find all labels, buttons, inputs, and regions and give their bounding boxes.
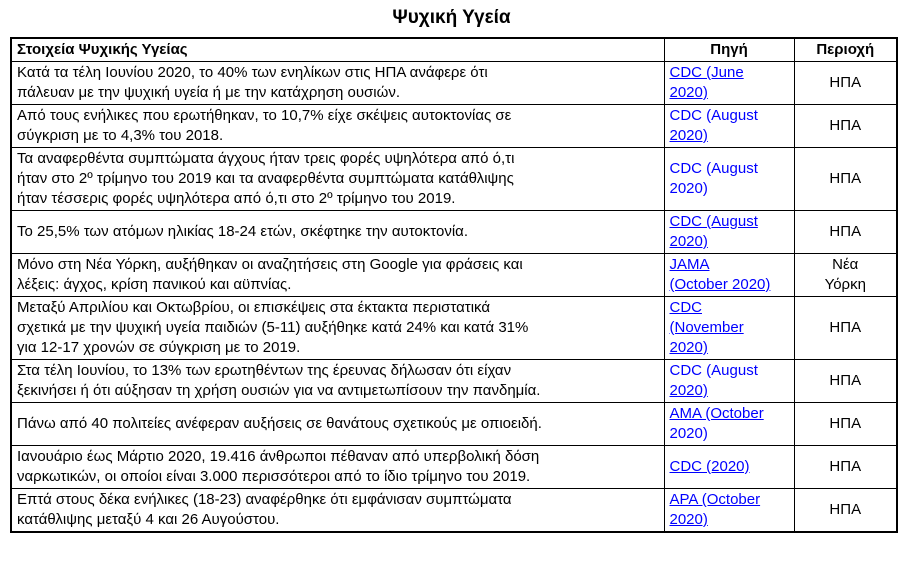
source-link[interactable]: AMA (October 2020) bbox=[670, 405, 764, 442]
table-row: Στα τέλη Ιουνίου, το 13% των ερωτηθέντων… bbox=[10, 359, 898, 403]
fact-cell: Ιανουάριο έως Μάρτιο 2020, 19.416 άνθρωπ… bbox=[10, 445, 665, 489]
source-cell: CDC (November 2020) bbox=[663, 296, 795, 360]
region-cell: ΗΠΑ bbox=[793, 445, 898, 489]
source-link-line[interactable]: APA (October bbox=[669, 491, 761, 508]
source-link-line[interactable]: 2020) bbox=[669, 180, 708, 197]
table-body: Κατά τα τέλη Ιουνίου 2020, το 40% των εν… bbox=[10, 61, 898, 533]
source-link[interactable]: JAMA (October 2020) bbox=[670, 256, 771, 293]
source-link[interactable]: CDC (August 2020) bbox=[670, 213, 758, 250]
source-cell: CDC (2020) bbox=[663, 445, 795, 489]
source-link-line[interactable]: 2020) bbox=[669, 511, 708, 528]
column-header-region: Περιοχή bbox=[793, 37, 898, 62]
column-header-source: Πηγή bbox=[663, 37, 795, 62]
source-cell: CDC (August 2020) bbox=[663, 104, 795, 148]
page-title: Ψυχική Υγεία bbox=[392, 7, 511, 28]
fact-cell: Επτά στους δέκα ενήλικες (18-23) αναφέρθ… bbox=[10, 488, 665, 533]
source-link[interactable]: CDC (August 2020) bbox=[670, 160, 758, 197]
fact-cell: Από τους ενήλικες που ερωτήθηκαν, το 10,… bbox=[10, 104, 665, 148]
source-cell: CDC (August 2020) bbox=[663, 210, 795, 254]
region-cell: ΗΠΑ bbox=[793, 104, 898, 148]
table-row: Επτά στους δέκα ενήλικες (18-23) αναφέρθ… bbox=[10, 488, 898, 533]
source-link[interactable]: CDC (August 2020) bbox=[670, 107, 758, 144]
document-page: Ψυχική Υγεία Στοιχεία Ψυχικής Υγείας Πηγ… bbox=[10, 7, 898, 533]
region-cell: ΗΠΑ bbox=[793, 488, 898, 533]
source-link-line[interactable]: CDC (June bbox=[669, 64, 744, 81]
source-link-line[interactable]: AMA (October bbox=[669, 405, 764, 422]
source-link-line[interactable]: CDC (2020) bbox=[669, 458, 750, 475]
source-cell: CDC (August 2020) bbox=[663, 359, 795, 403]
table-row: Μόνο στη Νέα Υόρκη, αυξήθηκαν οι αναζητή… bbox=[10, 253, 898, 297]
table-row: Πάνω από 40 πολιτείες ανέφεραν αυξήσεις … bbox=[10, 402, 898, 446]
fact-cell: Κατά τα τέλη Ιουνίου 2020, το 40% των εν… bbox=[10, 61, 665, 105]
source-link-line[interactable]: CDC (August bbox=[669, 107, 758, 124]
source-cell: AMA (October 2020) bbox=[663, 402, 795, 446]
region-cell: Νέα Υόρκη bbox=[793, 253, 898, 297]
table-row: Ιανουάριο έως Μάρτιο 2020, 19.416 άνθρωπ… bbox=[10, 445, 898, 489]
source-link[interactable]: CDC (November 2020) bbox=[670, 299, 744, 356]
region-cell: ΗΠΑ bbox=[793, 210, 898, 254]
source-link-line[interactable]: (November bbox=[669, 319, 744, 336]
source-cell: CDC (August 2020) bbox=[663, 147, 795, 211]
source-link-line[interactable]: 2020) bbox=[669, 425, 708, 442]
table-row: Το 25,5% των ατόμων ηλικίας 18-24 ετών, … bbox=[10, 210, 898, 254]
source-link[interactable]: CDC (2020) bbox=[670, 458, 750, 475]
region-cell: ΗΠΑ bbox=[793, 147, 898, 211]
source-link-line[interactable]: 2020) bbox=[669, 127, 708, 144]
source-link-line[interactable]: CDC (August bbox=[669, 362, 758, 379]
source-link-line[interactable]: CDC (August bbox=[669, 160, 758, 177]
source-cell: CDC (June 2020) bbox=[663, 61, 795, 105]
table-row: Μεταξύ Απριλίου και Οκτωβρίου, οι επισκέ… bbox=[10, 296, 898, 360]
region-cell: ΗΠΑ bbox=[793, 61, 898, 105]
source-link[interactable]: CDC (June 2020) bbox=[670, 64, 744, 101]
mental-health-table: Στοιχεία Ψυχικής Υγείας Πηγή Περιοχή Κατ… bbox=[10, 37, 898, 533]
table-row: Από τους ενήλικες που ερωτήθηκαν, το 10,… bbox=[10, 104, 898, 148]
source-link-line[interactable]: CDC bbox=[669, 299, 703, 316]
source-link-line[interactable]: 2020) bbox=[669, 382, 708, 399]
fact-cell: Στα τέλη Ιουνίου, το 13% των ερωτηθέντων… bbox=[10, 359, 665, 403]
source-link-line[interactable]: CDC (August bbox=[669, 213, 758, 230]
region-cell: ΗΠΑ bbox=[793, 296, 898, 360]
source-link[interactable]: CDC (August 2020) bbox=[670, 362, 758, 399]
source-link[interactable]: APA (October 2020) bbox=[670, 491, 761, 528]
fact-cell: Τα αναφερθέντα συμπτώματα άγχους ήταν τρ… bbox=[10, 147, 665, 211]
header-row: Στοιχεία Ψυχικής Υγείας Πηγή Περιοχή bbox=[10, 37, 898, 62]
source-link-line[interactable]: JAMA bbox=[669, 256, 710, 273]
source-cell: JAMA (October 2020) bbox=[663, 253, 795, 297]
column-header-facts: Στοιχεία Ψυχικής Υγείας bbox=[10, 37, 665, 62]
source-link-line[interactable]: (October 2020) bbox=[669, 276, 771, 293]
source-link-line[interactable]: 2020) bbox=[669, 339, 708, 356]
fact-cell: Μόνο στη Νέα Υόρκη, αυξήθηκαν οι αναζητή… bbox=[10, 253, 665, 297]
source-link-line[interactable]: 2020) bbox=[669, 233, 708, 250]
source-cell: APA (October 2020) bbox=[663, 488, 795, 533]
source-link-line[interactable]: 2020) bbox=[669, 84, 708, 101]
fact-cell: Μεταξύ Απριλίου και Οκτωβρίου, οι επισκέ… bbox=[10, 296, 665, 360]
table-row: Τα αναφερθέντα συμπτώματα άγχους ήταν τρ… bbox=[10, 147, 898, 211]
region-cell: ΗΠΑ bbox=[793, 402, 898, 446]
region-cell: ΗΠΑ bbox=[793, 359, 898, 403]
fact-cell: Πάνω από 40 πολιτείες ανέφεραν αυξήσεις … bbox=[10, 402, 665, 446]
fact-cell: Το 25,5% των ατόμων ηλικίας 18-24 ετών, … bbox=[10, 210, 665, 254]
table-row: Κατά τα τέλη Ιουνίου 2020, το 40% των εν… bbox=[10, 61, 898, 105]
